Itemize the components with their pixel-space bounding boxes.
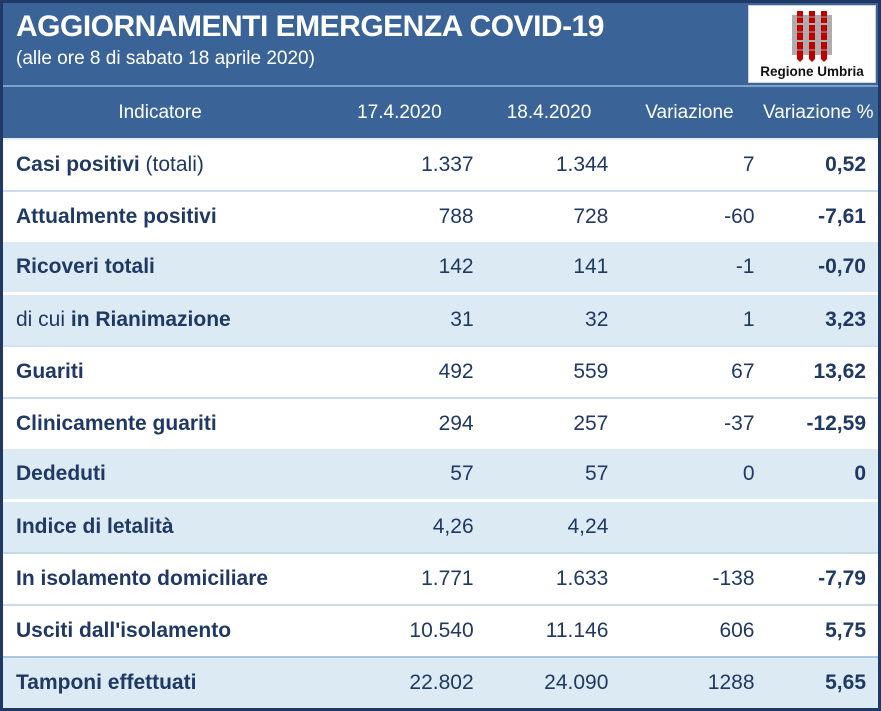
indicator-label: Usciti dall'isolamento (3, 603, 318, 657)
value-variazione (616, 498, 763, 553)
value-18-4-2020: 559 (481, 344, 617, 398)
value-18-4-2020: 24.090 (481, 655, 617, 708)
indicator-label: Attualmente positivi (3, 190, 318, 242)
value-variazione: -60 (616, 190, 763, 242)
value-variazione-pct (762, 498, 878, 553)
value-17-4-2020: 294 (317, 396, 482, 449)
value-18-4-2020: 257 (481, 396, 617, 449)
indicator-label: Tamponi effettuati (3, 655, 318, 708)
value-17-4-2020: 1.337 (317, 138, 482, 191)
title-block: AGGIORNAMENTI EMERGENZA COVID-19 (alle o… (3, 3, 604, 85)
value-variazione-pct: 5,65 (762, 655, 878, 708)
value-18-4-2020: 1.633 (481, 551, 617, 605)
value-17-4-2020: 1.771 (317, 551, 482, 605)
value-variazione-pct: 5,75 (762, 603, 878, 657)
column-header-indicatore: Indicatore (3, 87, 318, 139)
value-17-4-2020: 57 (317, 448, 482, 501)
indicator-label: Dededuti (3, 448, 318, 501)
indicator-label: Casi positivi (totali) (3, 138, 318, 191)
title-band: AGGIORNAMENTI EMERGENZA COVID-19 (alle o… (3, 3, 878, 87)
value-18-4-2020: 1.344 (481, 138, 617, 191)
umbria-crest-icon (792, 10, 832, 62)
indicator-label: In isolamento domiciliare (3, 551, 318, 605)
indicator-label: Clinicamente guariti (3, 396, 318, 449)
value-18-4-2020: 4,24 (481, 498, 617, 553)
value-18-4-2020: 728 (481, 190, 617, 242)
value-18-4-2020: 57 (481, 448, 617, 501)
value-17-4-2020: 10.540 (317, 603, 482, 657)
indicator-label: Indice di letalità (3, 498, 318, 553)
column-header-17-4-2020: 17.4.2020 (317, 87, 482, 139)
value-17-4-2020: 788 (317, 190, 482, 242)
value-variazione-pct: -7,79 (762, 551, 878, 605)
table-row: Indice di letalità 4,26 4,24 (3, 498, 878, 553)
value-17-4-2020: 492 (317, 344, 482, 398)
table-row: Dededuti 57 57 0 0 (3, 448, 878, 501)
value-17-4-2020: 142 (317, 241, 482, 294)
page-subtitle: (alle ore 8 di sabato 18 aprile 2020) (16, 47, 315, 69)
indicator-label: di cui in Rianimazione (3, 291, 318, 346)
value-variazione: -138 (616, 551, 763, 605)
covid-data-table: Indicatore 17.4.2020 18.4.2020 Variazion… (3, 87, 878, 708)
value-variazione: 1288 (616, 655, 763, 708)
value-variazione-pct: 13,62 (762, 344, 878, 398)
table-row: In isolamento domiciliare 1.771 1.633 -1… (3, 551, 878, 605)
logo-label: Regione Umbria (760, 63, 864, 79)
regione-umbria-logo: Regione Umbria (748, 5, 876, 83)
value-17-4-2020: 31 (317, 291, 482, 346)
value-17-4-2020: 22.802 (317, 655, 482, 708)
value-variazione-pct: 0 (762, 448, 878, 501)
indicator-label: Guariti (3, 344, 318, 398)
indicator-label: Ricoveri totali (3, 241, 318, 294)
table-row: Usciti dall'isolamento 10.540 11.146 606… (3, 603, 878, 657)
value-variazione-pct: -12,59 (762, 396, 878, 449)
value-variazione: 1 (616, 291, 763, 346)
value-variazione: 67 (616, 344, 763, 398)
value-18-4-2020: 32 (481, 291, 617, 346)
table-row: Ricoveri totali 142 141 -1 -0,70 (3, 241, 878, 294)
value-variazione: -1 (616, 241, 763, 294)
value-18-4-2020: 11.146 (481, 603, 617, 657)
page-title: AGGIORNAMENTI EMERGENZA COVID-19 (16, 10, 604, 43)
table-row: Casi positivi (totali) 1.337 1.344 7 0,5… (3, 138, 878, 191)
value-17-4-2020: 4,26 (317, 498, 482, 553)
column-header-18-4-2020: 18.4.2020 (481, 87, 617, 139)
value-18-4-2020: 141 (481, 241, 617, 294)
value-variazione-pct: -7,61 (762, 190, 878, 242)
table-body: Casi positivi (totali) 1.337 1.344 7 0,5… (3, 138, 878, 708)
value-variazione: -37 (616, 396, 763, 449)
table-row: Attualmente positivi 788 728 -60 -7,61 (3, 190, 878, 242)
value-variazione: 0 (616, 448, 763, 501)
table-row: di cui in Rianimazione 31 32 1 3,23 (3, 291, 878, 346)
value-variazione-pct: -0,70 (762, 241, 878, 294)
value-variazione: 606 (616, 603, 763, 657)
column-header-variazione-pct: Variazione % (762, 87, 878, 139)
value-variazione-pct: 3,23 (762, 291, 878, 346)
value-variazione: 7 (616, 138, 763, 191)
table-row: Tamponi effettuati 22.802 24.090 1288 5,… (3, 655, 878, 708)
table-row: Clinicamente guariti 294 257 -37 -12,59 (3, 396, 878, 449)
table-header: Indicatore 17.4.2020 18.4.2020 Variazion… (3, 87, 878, 139)
column-header-variazione: Variazione (616, 87, 763, 139)
value-variazione-pct: 0,52 (762, 138, 878, 191)
table-row: Guariti 492 559 67 13,62 (3, 344, 878, 398)
